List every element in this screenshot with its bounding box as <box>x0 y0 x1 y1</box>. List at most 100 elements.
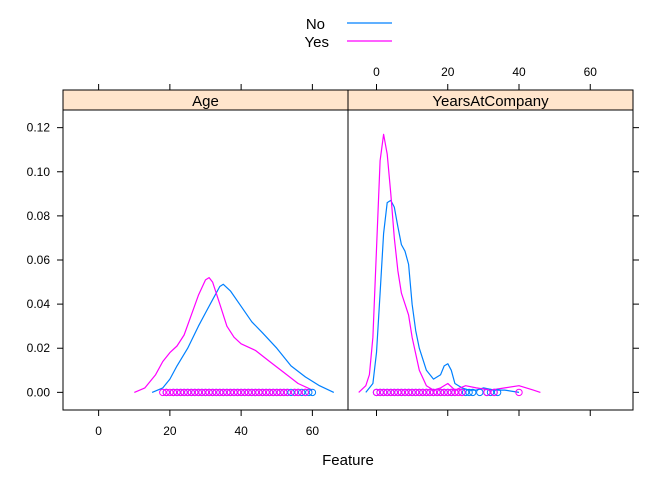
x-tick-label: 40 <box>234 424 248 438</box>
rug-point-yes <box>241 388 249 397</box>
rug-point-yes <box>216 388 224 397</box>
rug-point-yes <box>187 388 196 397</box>
rug-point-yes <box>212 388 220 397</box>
rug-point-yes <box>490 388 498 397</box>
rug-point-yes <box>290 388 299 397</box>
x-axis-age: 0 20 40 60 <box>95 84 319 438</box>
rug-point-yes <box>173 388 181 397</box>
rug-point-yes <box>426 388 434 397</box>
rug-point-yes <box>201 388 210 397</box>
rug-point-no <box>469 388 477 397</box>
x-tick-label: 20 <box>163 424 177 438</box>
panel-age: Age 0 20 40 60 <box>62 84 349 438</box>
rug-point-yes <box>166 388 174 397</box>
rug-point-yes <box>180 388 188 397</box>
y-tick-label: 0.00 <box>27 385 51 399</box>
rug-point-yes <box>394 388 402 397</box>
rug-point-yes <box>230 388 238 397</box>
rug-point-yes <box>276 388 284 397</box>
rug-point-yes <box>269 388 277 397</box>
density-line-no-age <box>151 283 335 393</box>
rug-point-yes <box>429 388 438 397</box>
rug-point-yes <box>301 388 309 397</box>
rug-point-yes <box>433 388 441 397</box>
rug-point-yes <box>283 388 292 397</box>
y-tick-label: 0.06 <box>27 253 51 267</box>
rug-point-yes <box>184 388 192 397</box>
rug-point-yes <box>248 388 256 397</box>
rug-point-yes <box>483 388 491 397</box>
rug-point-no <box>287 388 295 397</box>
rug-point-no <box>298 388 306 397</box>
y-tick-label: 0.02 <box>27 341 51 355</box>
rug-point-yes <box>412 388 420 397</box>
rug-point-yes <box>258 388 267 397</box>
rug-point-yes <box>436 388 445 397</box>
rug-point-yes <box>422 388 431 397</box>
rug-point-yes <box>233 388 242 397</box>
rug-point-no <box>305 388 313 397</box>
rug-point-yes <box>176 388 185 397</box>
rug-point-yes <box>454 388 463 397</box>
density-curves-years-at-company <box>358 133 541 393</box>
rug-point-yes <box>404 388 413 397</box>
rug-point-yes <box>169 388 178 397</box>
rug-point-yes <box>294 388 302 397</box>
rug-point-yes <box>390 388 398 397</box>
rug-point-yes <box>280 388 288 397</box>
rug-point-yes <box>383 388 391 397</box>
rug-point-yes <box>226 388 235 397</box>
x-axis-years-at-company: 0 20 40 60 <box>373 65 597 416</box>
y-tick-label: 0.04 <box>27 297 51 311</box>
rug-point-yes <box>208 388 217 397</box>
panel-years-at-company: YearsAtCompany 0 20 40 60 <box>347 65 634 416</box>
rug-point-yes <box>244 388 253 397</box>
rug-point-yes <box>219 388 228 397</box>
rug-point-yes <box>376 388 384 397</box>
rug-point-yes <box>191 388 199 397</box>
rug-point-yes <box>223 388 231 397</box>
density-line-yes-age <box>134 277 313 393</box>
rug-point-yes <box>198 388 206 397</box>
rug-point-yes <box>447 388 455 397</box>
legend-label-yes: Yes <box>305 34 329 51</box>
rug-point-yes <box>273 388 281 397</box>
rug-point-no <box>308 388 317 397</box>
rug-point-yes <box>159 388 167 397</box>
x-tick-label: 0 <box>95 424 102 438</box>
rug-point-yes <box>255 388 263 397</box>
rug-point-yes <box>387 388 395 397</box>
rug-point-no <box>465 388 473 397</box>
density-line-yes-years-at-company <box>358 133 541 393</box>
panel-frame-years-at-company <box>347 109 634 411</box>
y-tick-label: 0.12 <box>27 121 51 135</box>
rug-point-yes <box>444 388 452 397</box>
rug-point-yes <box>265 388 274 397</box>
rug-point-yes <box>515 388 523 397</box>
rug-point-yes <box>458 388 466 397</box>
rug-point-yes <box>379 388 388 397</box>
rug-point-yes <box>451 388 459 397</box>
rug-point-no <box>476 388 484 397</box>
strip-label-age: Age <box>192 93 219 110</box>
rug-point-yes <box>397 388 406 397</box>
rug-point-yes <box>440 388 448 397</box>
legend: No Yes <box>305 16 392 51</box>
density-line-no-years-at-company <box>365 199 520 393</box>
x-tick-label: 20 <box>441 65 455 79</box>
rug-point-no <box>486 388 495 397</box>
x-axis-title: Feature <box>322 452 374 469</box>
rug-point-yes <box>419 388 427 397</box>
x-tick-label: 60 <box>306 424 320 438</box>
density-curves-age <box>134 277 335 393</box>
rug-point-yes <box>251 388 260 397</box>
rug-point-yes <box>401 388 409 397</box>
rug-point-yes <box>237 388 245 397</box>
rug-point-yes <box>162 388 171 397</box>
x-tick-label: 60 <box>584 65 598 79</box>
rug-age <box>159 388 317 397</box>
rug-point-no <box>493 388 502 397</box>
strip-label-years-at-company: YearsAtCompany <box>432 93 549 110</box>
rug-point-yes <box>372 388 381 397</box>
